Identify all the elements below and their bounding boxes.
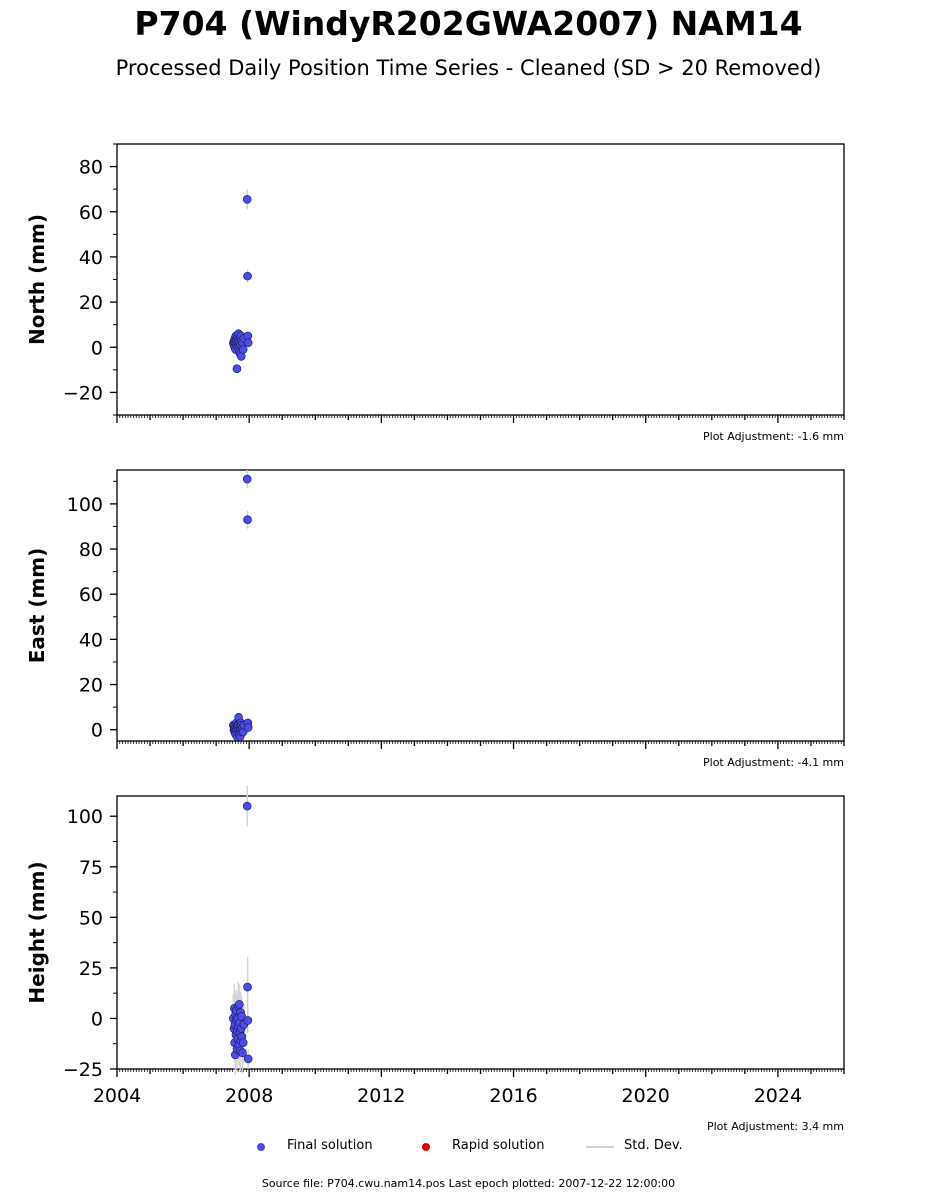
y-tick-label: −25 — [63, 1059, 103, 1081]
y-tick-label: 0 — [91, 720, 103, 742]
y-tick-label: 100 — [67, 806, 103, 828]
plot-frame — [116, 469, 845, 742]
data-point — [243, 1054, 253, 1064]
y-tick-label: 100 — [67, 494, 103, 516]
legend-final-marker — [257, 1143, 265, 1151]
plot-adjustment-label: Plot Adjustment: -4.1 mm — [703, 756, 844, 769]
y-tick-label: 0 — [91, 337, 103, 359]
data-point — [243, 271, 252, 281]
source-footer: Source file: P704.cwu.nam14.pos Last epo… — [261, 1177, 676, 1190]
y-tick-label: 40 — [79, 247, 103, 269]
y-tick-label: 60 — [79, 202, 103, 224]
y-tick-label: 0 — [91, 1008, 103, 1030]
y-tick-label: 75 — [79, 857, 103, 879]
data-point — [242, 474, 252, 484]
data-point — [242, 801, 252, 811]
y-tick-label: 40 — [79, 629, 103, 651]
x-tick-label: 2016 — [489, 1085, 537, 1107]
data-point — [243, 515, 252, 524]
y-axis-label: East (mm) — [25, 548, 49, 664]
data-point — [242, 195, 252, 204]
y-tick-label: 80 — [79, 539, 103, 561]
y-tick-label: −20 — [63, 382, 103, 404]
page-title: P704 (WindyR202GWA2007) NAM14 — [134, 4, 803, 43]
data-point — [232, 364, 242, 374]
x-tick-label: 2024 — [754, 1085, 802, 1107]
data-point — [237, 1012, 246, 1021]
data-point — [238, 1038, 248, 1048]
plot-adjustment-label: Plot Adjustment: 3.4 mm — [707, 1120, 844, 1133]
data-point — [238, 345, 248, 354]
y-axis-label: Height (mm) — [25, 861, 49, 1003]
x-tick-label: 2008 — [225, 1085, 273, 1107]
y-tick-label: 50 — [79, 907, 103, 929]
page-subtitle: Processed Daily Position Time Series - C… — [115, 56, 822, 80]
data-point — [243, 723, 253, 732]
legend-stddev-line — [586, 1146, 614, 1148]
legend-stddev-label: Std. Dev. — [624, 1138, 683, 1153]
legend-rapid-label: Rapid solution — [452, 1138, 545, 1153]
y-tick-label: 20 — [79, 675, 103, 697]
plot-frame — [116, 795, 845, 1070]
plot-frame — [116, 143, 845, 416]
y-tick-label: 80 — [79, 157, 103, 179]
data-point — [243, 982, 252, 992]
plot-adjustment-label: Plot Adjustment: -1.6 mm — [703, 430, 844, 443]
data-point — [238, 1048, 247, 1058]
legend-final-label: Final solution — [287, 1138, 373, 1153]
x-tick-label: 2004 — [93, 1085, 141, 1107]
data-point — [234, 999, 244, 1009]
y-tick-label: 25 — [79, 958, 103, 980]
y-tick-label: 60 — [79, 584, 103, 606]
y-axis-label: North (mm) — [25, 214, 49, 345]
x-tick-label: 2020 — [622, 1085, 670, 1107]
legend-rapid-marker — [422, 1143, 430, 1151]
data-point — [243, 338, 253, 348]
data-point — [243, 1016, 253, 1025]
x-tick-label: 2012 — [357, 1085, 405, 1107]
y-tick-label: 20 — [79, 292, 103, 314]
